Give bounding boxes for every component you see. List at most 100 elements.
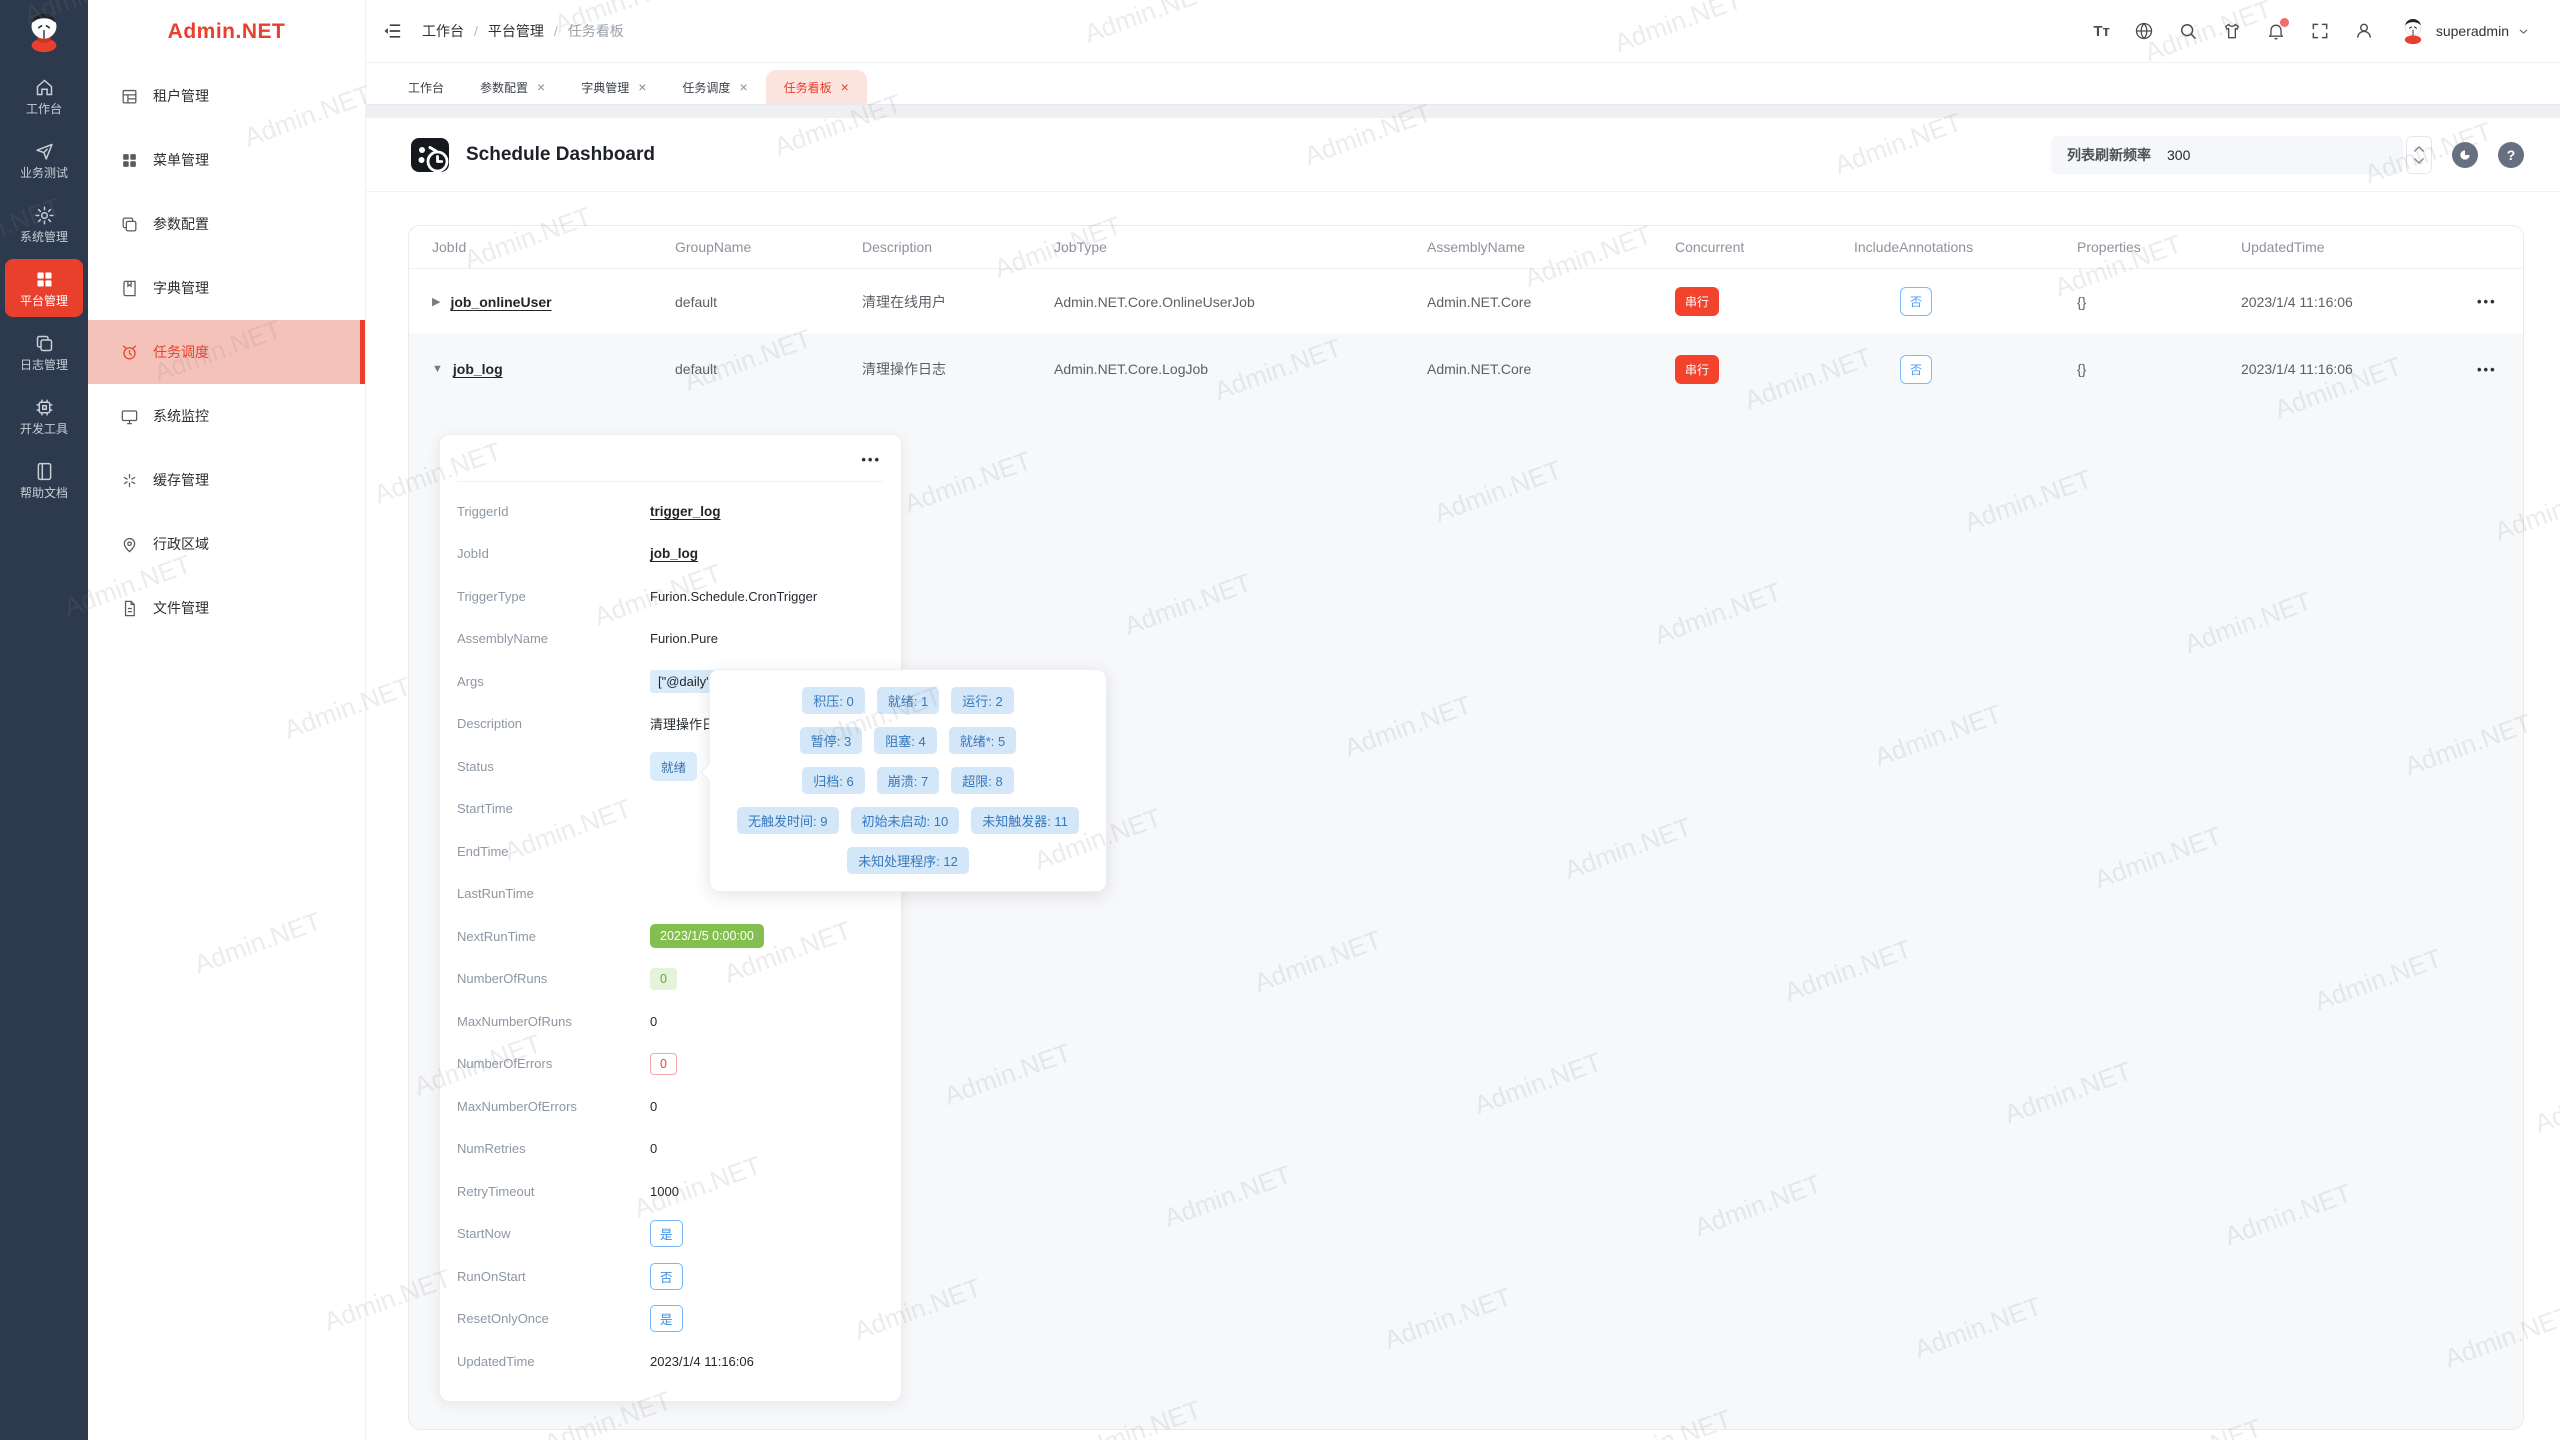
sidebar-item-monitor[interactable]: 系统监控 [88,384,365,448]
user-icon[interactable] [2354,21,2374,41]
status-legend-badge: 超限: 8 [951,767,1014,794]
rail-item-platform-mgmt[interactable]: 平台管理 [5,259,83,317]
sidebar-item-cache[interactable]: 缓存管理 [88,448,365,512]
sidebar-item-region[interactable]: 行政区域 [88,512,365,576]
location-icon [123,537,136,552]
sidebar-item-menu[interactable]: 菜单管理 [88,128,365,192]
expanded-row-zone: ••• TriggerId trigger_log JobId job_log [409,403,2523,1429]
detail-actions-menu-icon[interactable]: ••• [861,452,881,467]
job-id-link[interactable]: job_log [452,361,503,377]
user-menu[interactable]: superadmin [2398,16,2530,46]
column-header[interactable]: AssemblyName [1427,239,1526,255]
number-of-runs-badge: 0 [650,967,677,990]
row-actions-menu-icon[interactable]: ••• [2477,294,2497,309]
search-icon[interactable] [2178,21,2198,41]
home-icon [36,79,52,96]
detail-field-args: Args ["@daily"] [440,660,901,703]
column-header[interactable]: Description [862,239,933,255]
column-header[interactable]: UpdatedTime [2241,239,2325,255]
tab-task-schedule[interactable]: 任务调度 × [664,70,765,104]
table-row-expanded: ▼ job_log default 清理操作日志 Admin.NET.Core.… [409,335,2523,403]
rail-item-log-mgmt[interactable]: 日志管理 [5,323,83,381]
breadcrumb-item-current: 任务看板 [567,23,624,39]
sidebar-item-tenant[interactable]: 租户管理 [88,64,365,128]
tab-dictionary[interactable]: 字典管理 × [563,70,664,104]
app-logo-mascot[interactable] [21,0,67,64]
description-cell: 清理操作日志 [862,361,946,377]
refresh-rate-label: 列表刷新频率 [2067,146,2151,163]
fullscreen-icon[interactable] [2310,21,2330,41]
column-header[interactable]: JobId [432,239,467,255]
job-type-cell: Admin.NET.Core.LogJob [1054,361,1209,377]
include-annotations-badge: 否 [1900,287,1933,316]
status-legend-badge: 运行: 2 [951,687,1014,714]
schedule-dashboard-icon [411,137,449,172]
row-actions-menu-icon[interactable]: ••• [2477,361,2497,377]
group-name-cell: default [675,361,718,377]
close-icon[interactable]: × [537,79,546,95]
rail-item-system-mgmt[interactable]: 系统管理 [5,195,83,253]
question-icon: ? [2506,146,2516,163]
chevron-down-icon[interactable] [2414,157,2424,164]
refresh-rate-stepper[interactable] [2406,135,2432,174]
close-icon[interactable]: × [739,79,748,95]
status-badge[interactable]: 就绪 [650,751,698,781]
tab-workbench[interactable]: 工作台 [390,70,462,104]
sidebar-item-label: 租户管理 [153,88,209,104]
breadcrumb-item[interactable]: 工作台 [422,23,464,39]
tab-params[interactable]: 参数配置 × [462,70,563,104]
sidebar: Admin.NET 租户管理 菜单管理 参数配置 字典管理 任务调度 系统监控 … [88,0,366,1440]
notification-bell[interactable] [2266,18,2289,41]
detail-field-number-of-runs: NumberOfRuns 0 [440,958,901,1001]
icon-rail: 工作台 业务测试 系统管理 平台管理 日志管理 开发工具 帮助文档 [0,0,88,1440]
sidebar-item-files[interactable]: 文件管理 [88,576,365,640]
breadcrumb-item[interactable]: 平台管理 [487,23,544,39]
reset-only-once-badge: 是 [650,1305,683,1333]
tenant-icon [122,89,137,103]
refresh-rate-input[interactable]: 列表刷新频率 300 [2051,135,2403,174]
detail-field-end-time: EndTime [457,843,509,859]
rail-item-dev-tools[interactable]: 开发工具 [5,387,83,445]
font-size-icon[interactable]: Tт [2093,22,2110,40]
detail-field-reset-only-once: ResetOnlyOnce 是 [440,1298,901,1341]
column-header[interactable]: GroupName [675,239,752,255]
language-icon[interactable] [2134,21,2154,41]
job-id-link[interactable]: job_log [650,546,698,562]
job-id-link[interactable]: job_onlineUser [450,293,552,310]
sidebar-item-task-schedule[interactable]: 任务调度 [88,320,365,384]
close-icon[interactable]: × [638,79,647,95]
tab-label: 字典管理 [581,80,630,95]
rail-item-help-docs[interactable]: 帮助文档 [5,451,83,509]
content-gap [366,105,2560,118]
chevron-up-icon[interactable] [2414,145,2424,152]
status-legend-badge: 暂停: 3 [799,727,863,754]
theme-shirt-icon[interactable] [2222,21,2242,41]
trigger-id-link[interactable]: trigger_log [650,503,721,519]
tab-task-dashboard[interactable]: 任务看板 × [765,70,867,104]
refresh-timer-button[interactable] [2452,141,2478,168]
notification-dot [2279,18,2289,27]
properties-cell: {} [2077,293,2087,310]
rail-item-workbench[interactable]: 工作台 [5,67,83,125]
detail-field-description: Description 清理操作日志 [457,716,729,733]
sidebar-item-params[interactable]: 参数配置 [88,192,365,256]
rail-item-business-test[interactable]: 业务测试 [5,131,83,189]
tab-label: 任务看板 [783,80,832,95]
page-header-controls: 列表刷新频率 300 ? [2051,135,2524,174]
column-header[interactable]: Properties [2077,239,2141,255]
properties-cell: {} [2077,361,2087,377]
detail-field-max-number-of-errors: MaxNumberOfErrors 0 [457,1098,658,1114]
column-header[interactable]: JobType [1054,239,1107,255]
sidebar-logo-text[interactable]: Admin.NET [167,20,286,43]
detail-field-last-run-time: LastRunTime [457,886,534,902]
sidebar-item-label: 行政区域 [153,536,209,552]
column-header[interactable]: Concurrent [1675,239,1745,255]
sidebar-item-dictionary[interactable]: 字典管理 [88,256,365,320]
sidebar-fold-icon[interactable] [382,21,402,41]
collapse-arrow-icon[interactable]: ▼ [432,363,443,375]
close-icon[interactable]: × [840,79,849,95]
column-header[interactable]: IncludeAnnotations [1854,239,1974,255]
sidebar-item-label: 字典管理 [153,280,209,296]
expand-arrow-icon[interactable]: ▶ [432,296,441,308]
help-button[interactable]: ? [2498,141,2524,168]
